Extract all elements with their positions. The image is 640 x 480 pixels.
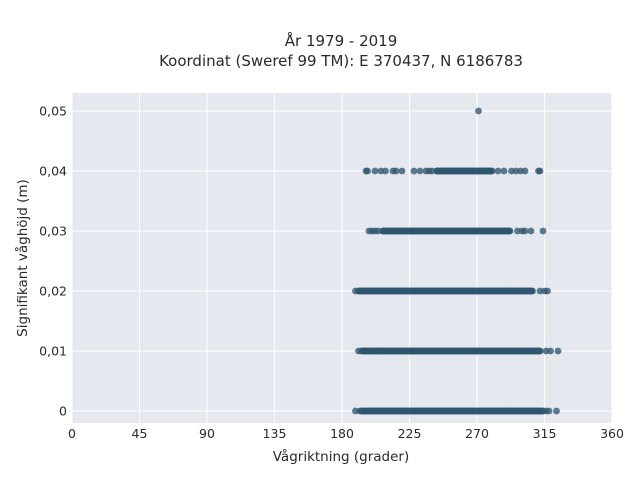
data-point (536, 347, 544, 355)
data-point (488, 167, 496, 175)
x-tick-label: 0 (68, 426, 76, 441)
data-point (529, 287, 536, 295)
x-tick-label: 45 (132, 426, 148, 441)
y-tick-label: 0,05 (39, 104, 67, 119)
data-point (410, 167, 418, 175)
data-point (428, 167, 436, 175)
y-tick-label: 0,04 (39, 164, 67, 179)
data-point (521, 227, 529, 235)
x-tick-label: 135 (263, 426, 287, 441)
data-point (527, 227, 535, 235)
x-tick-label: 225 (398, 426, 422, 441)
y-tick-label: 0,03 (39, 224, 67, 239)
x-tick-label: 270 (465, 426, 489, 441)
data-point (553, 407, 560, 415)
x-tick-label: 180 (330, 426, 354, 441)
x-tick-label: 315 (533, 426, 557, 441)
x-axis-label: Vågriktning (grader) (273, 448, 410, 465)
data-point (364, 167, 371, 175)
data-point (494, 167, 502, 175)
data-point (371, 167, 379, 175)
data-point (392, 167, 400, 175)
data-point (536, 167, 544, 175)
y-tick-label: 0,02 (39, 284, 67, 299)
y-tick-label: 0,01 (39, 344, 67, 359)
chart-title-line-1: År 1979 - 2019 (285, 31, 398, 50)
y-axis-label: Signifikant våghöjd (m) (14, 179, 31, 337)
data-point (539, 227, 547, 235)
y-tick-label: 0 (59, 404, 67, 419)
data-point (506, 227, 514, 235)
data-point (382, 167, 389, 175)
data-point (475, 107, 482, 115)
data-points (352, 107, 562, 415)
data-point (554, 347, 562, 355)
x-tick-label: 90 (199, 426, 215, 441)
data-point (356, 407, 364, 415)
y-axis-ticks: 0 0,01 0,02 0,03 0,04 0,05 (39, 104, 67, 419)
chart-title-line-2: Koordinat (Sweref 99 TM): E 370437, N 61… (159, 52, 523, 70)
x-tick-label: 360 (600, 426, 624, 441)
data-point (374, 227, 382, 235)
data-point (352, 287, 359, 295)
data-point (500, 167, 508, 175)
x-axis-ticks: 0 45 90 135 180 225 270 315 360 (68, 426, 624, 441)
data-point (398, 167, 406, 175)
data-point (416, 167, 424, 175)
data-point (355, 347, 362, 355)
data-point (521, 167, 529, 175)
data-point (547, 347, 554, 355)
data-point (544, 287, 551, 295)
data-point (545, 407, 553, 415)
